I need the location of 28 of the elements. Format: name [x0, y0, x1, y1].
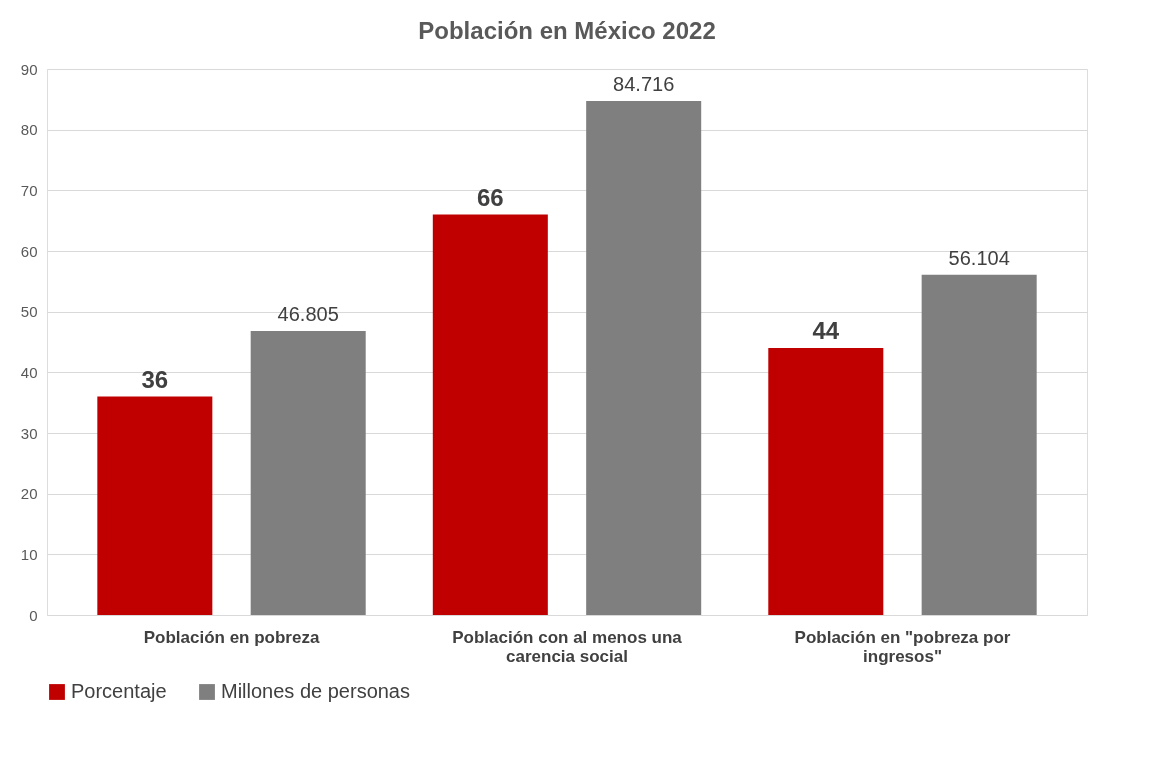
- x-tick-label: Población con al menos una carencia social: [452, 627, 683, 666]
- x-tick-label: Población en pobreza: [143, 627, 320, 647]
- data-label: 44: [812, 317, 840, 345]
- bar: [97, 396, 213, 615]
- bar: [586, 101, 702, 615]
- y-tick-label: 40: [20, 363, 38, 381]
- x-tick-label: Población en "pobreza por ingresos": [794, 627, 1011, 666]
- bar: [250, 331, 366, 615]
- y-tick-label: 60: [20, 242, 38, 260]
- chart-title: Población en México 2022: [418, 17, 716, 44]
- data-label: 56.104: [948, 246, 1010, 269]
- data-label: 66: [476, 183, 504, 211]
- y-tick-label: 50: [20, 303, 38, 321]
- data-label: 84.716: [613, 73, 675, 96]
- data-label: 46.805: [277, 303, 339, 326]
- bar: [768, 348, 884, 615]
- legend-label: Porcentaje: [71, 680, 167, 702]
- y-tick-label: 20: [20, 485, 38, 503]
- data-label: 36: [141, 365, 169, 393]
- y-tick-label: 10: [20, 545, 38, 563]
- bar: [432, 214, 548, 615]
- y-tick-label: 70: [20, 181, 38, 199]
- y-tick-label: 80: [20, 121, 38, 139]
- y-tick-label: 30: [20, 424, 38, 442]
- y-tick-label: 90: [20, 60, 38, 78]
- y-tick-label: 0: [29, 606, 38, 624]
- legend-label: Millones de personas: [221, 680, 410, 702]
- bar: [921, 274, 1037, 615]
